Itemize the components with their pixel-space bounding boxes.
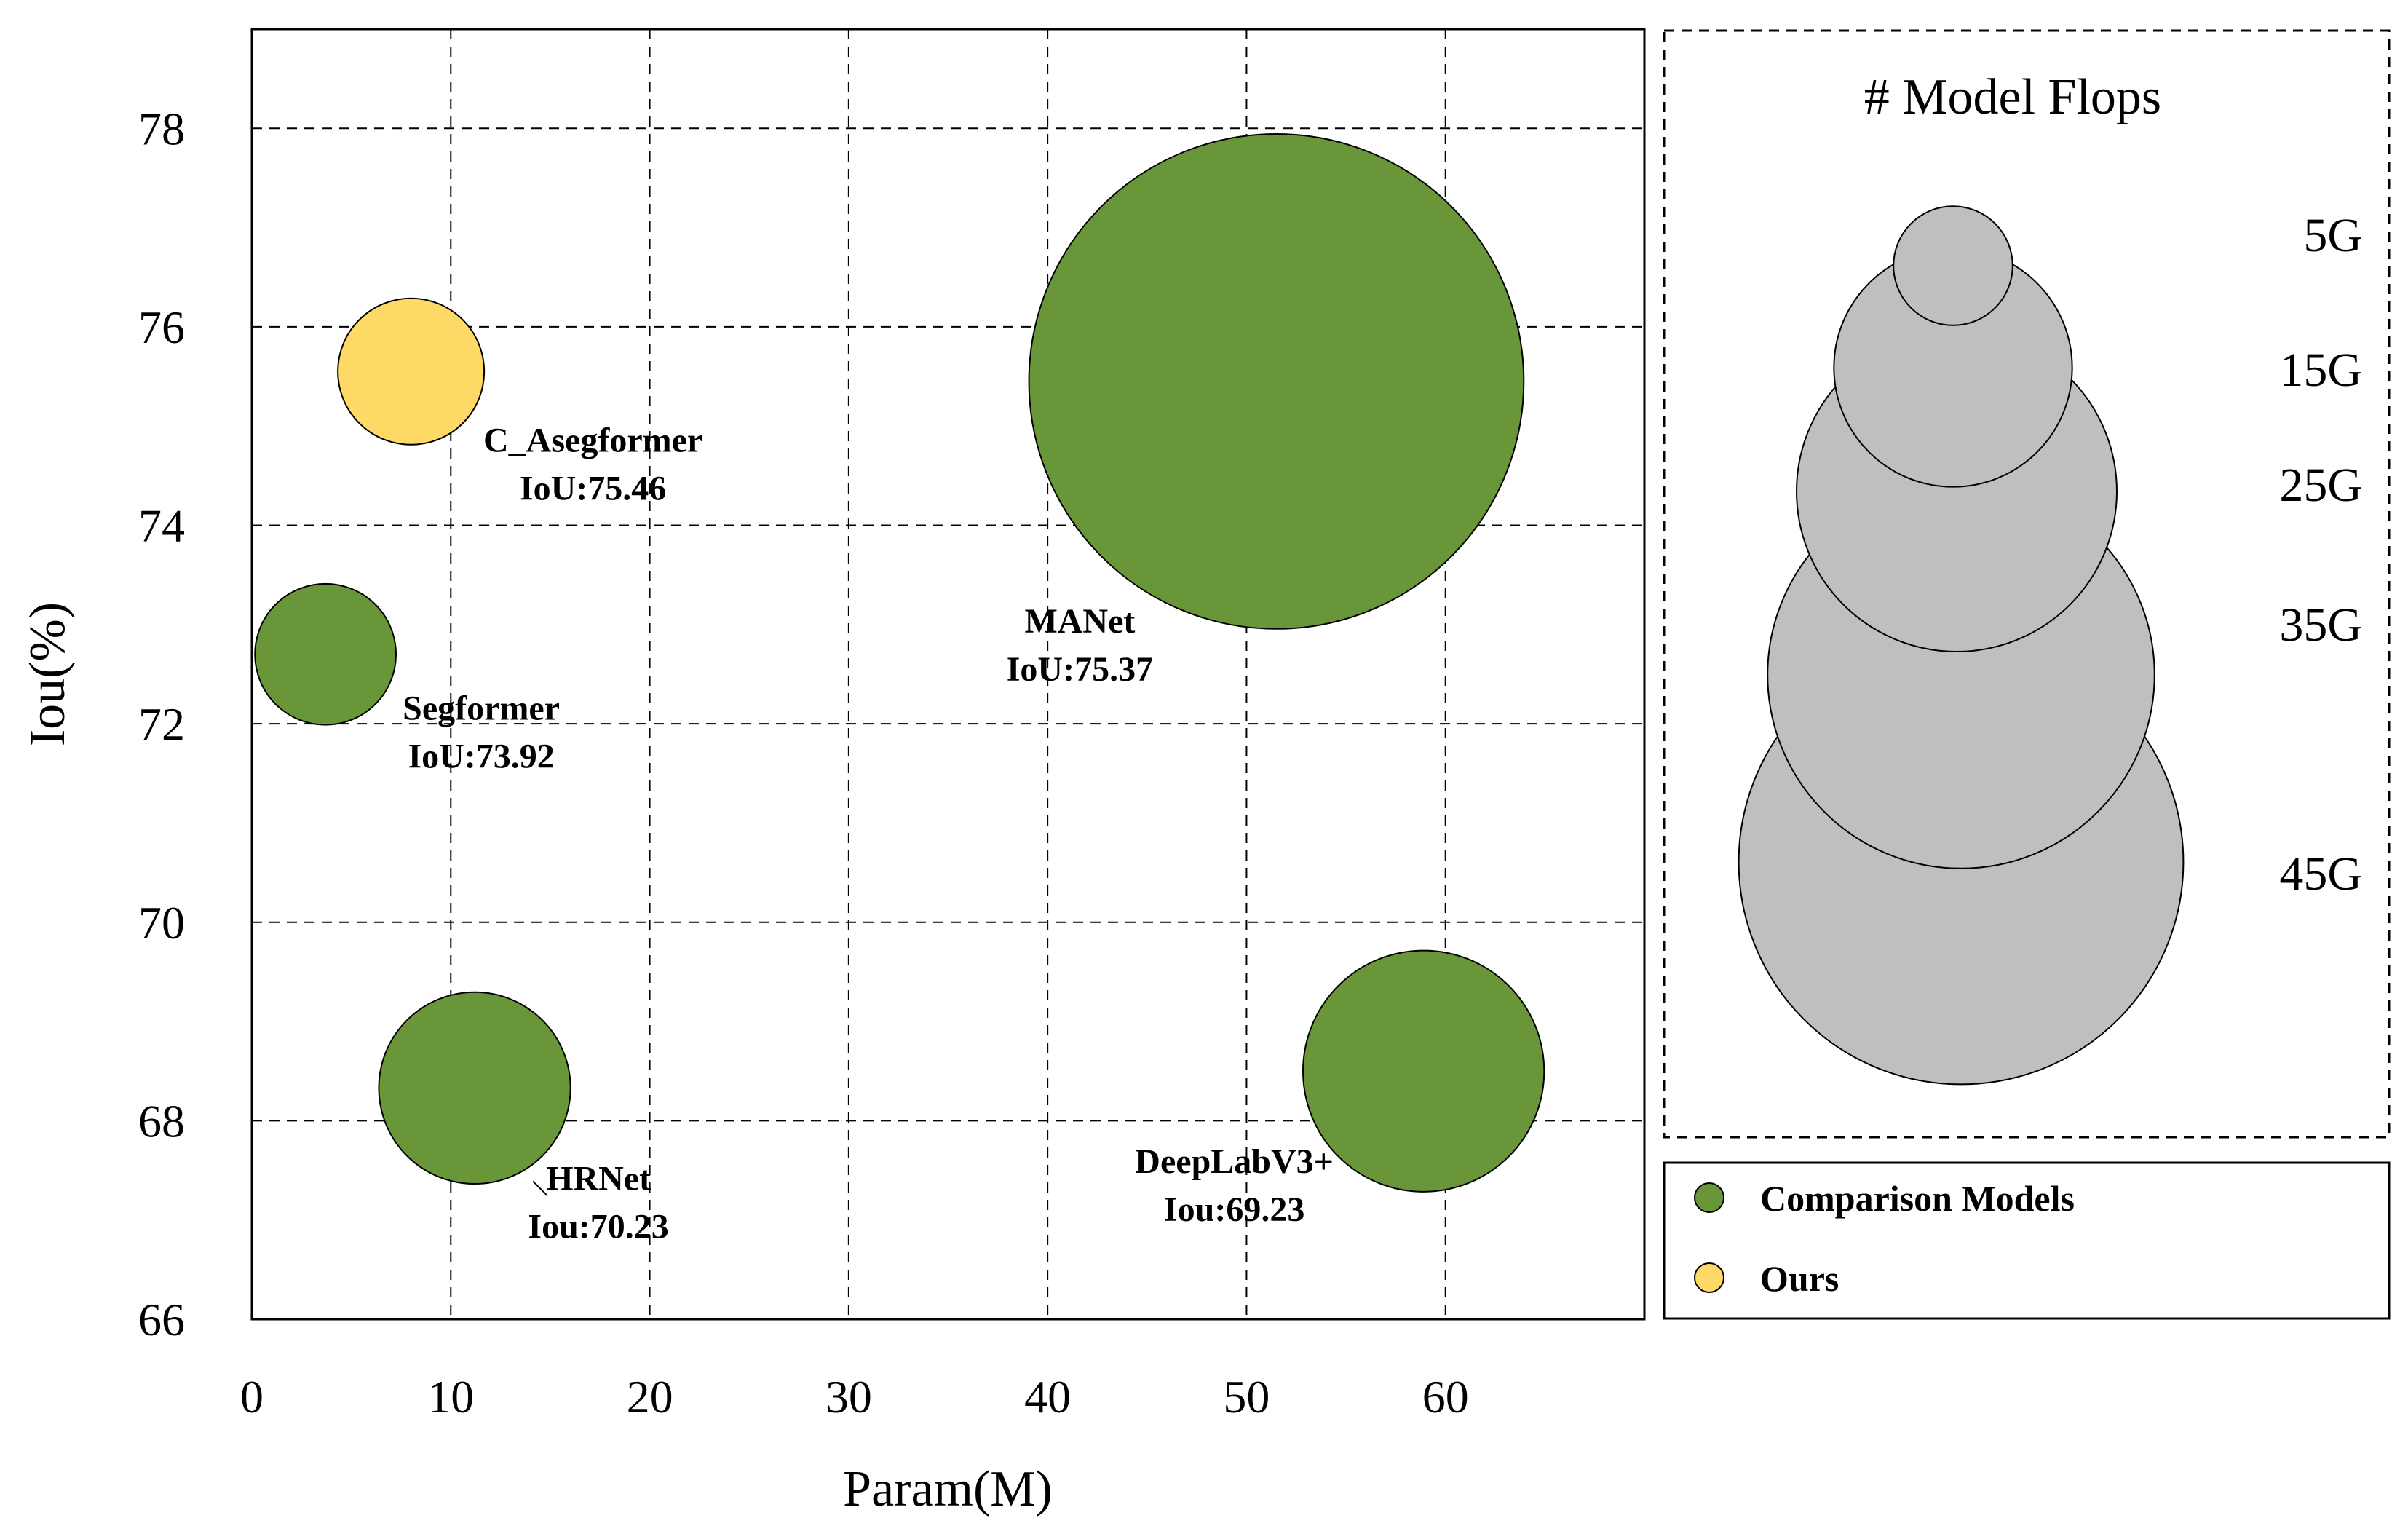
x-tick-label: 50 xyxy=(1223,1371,1270,1423)
size-legend-label-45g: 45G xyxy=(2279,847,2362,901)
size-legend-panel xyxy=(1663,29,2391,1139)
bubbles xyxy=(254,133,1545,1193)
size-legend-title: # Model Flops xyxy=(1864,69,2161,125)
bubble-segformer xyxy=(254,582,397,726)
bubble-label-c-asegformer: C_Asegformer xyxy=(483,421,702,459)
size-legend-label-5g: 5G xyxy=(2303,209,2362,262)
size-legend: 5G 15G 25G 35G 45G xyxy=(1738,205,2362,1086)
plot-frame xyxy=(250,28,1646,1321)
legend-marker-comparison-models xyxy=(1694,1182,1724,1213)
bubble-labels: C_Asegformer IoU:75.46 Segformer IoU:73.92 M… xyxy=(403,421,1334,1246)
category-legend: Comparison Models Ours xyxy=(1694,1178,2075,1299)
legend-label-ours: Ours xyxy=(1760,1258,1839,1299)
y-axis-title: Iou(%) xyxy=(20,602,76,746)
bubble-label-manet: MANet xyxy=(1024,602,1135,641)
y-tick-label: 78 xyxy=(138,103,185,154)
bubble-label-deeplabv3: DeepLabV3+ xyxy=(1135,1142,1334,1181)
y-tick-label: 70 xyxy=(138,897,185,949)
legend-marker-ours xyxy=(1694,1262,1724,1293)
bubble-label-deeplabv3: Iou:69.23 xyxy=(1164,1190,1304,1229)
size-legend-label-25g: 25G xyxy=(2279,459,2362,512)
bubble-c-asegformer xyxy=(337,297,486,446)
bubble-label-segformer: Segformer xyxy=(403,689,560,728)
x-tick-label: 60 xyxy=(1422,1371,1469,1423)
x-tick-label: 0 xyxy=(240,1371,264,1423)
axis-ticks: 0 10 20 30 40 50 60 66 68 70 72 74 76 78 xyxy=(138,103,1469,1423)
y-tick-label: 74 xyxy=(138,500,185,552)
legend-label-comparison-models: Comparison Models xyxy=(1760,1178,2075,1219)
bubble-label-segformer: IoU:73.92 xyxy=(408,738,554,776)
bubble-deeplabv3 xyxy=(1302,949,1545,1193)
size-legend-label-35g: 35G xyxy=(2279,598,2362,652)
y-tick-label: 66 xyxy=(138,1294,185,1345)
hrnet-leader-line xyxy=(532,1180,548,1197)
size-legend-label-15g: 15G xyxy=(2279,344,2362,397)
bubble-label-c-asegformer: IoU:75.46 xyxy=(520,469,666,507)
size-legend-circle-5g xyxy=(1893,205,2013,326)
x-tick-label: 10 xyxy=(427,1371,474,1423)
bubble-hrnet xyxy=(378,991,571,1185)
bubble-label-manet: IoU:75.37 xyxy=(1007,650,1153,689)
bubble-label-hrnet: HRNet xyxy=(546,1159,651,1198)
bubble-manet xyxy=(1028,133,1525,630)
x-tick-label: 40 xyxy=(1024,1371,1071,1423)
x-tick-label: 20 xyxy=(627,1371,673,1423)
x-axis-title: Param(M) xyxy=(843,1461,1053,1517)
y-tick-label: 68 xyxy=(138,1095,185,1147)
bubble-label-hrnet: Iou:70.23 xyxy=(528,1207,668,1246)
y-tick-label: 72 xyxy=(138,698,185,750)
y-tick-label: 76 xyxy=(138,301,185,353)
x-tick-label: 30 xyxy=(825,1371,872,1423)
category-legend-panel xyxy=(1663,1161,2391,1320)
